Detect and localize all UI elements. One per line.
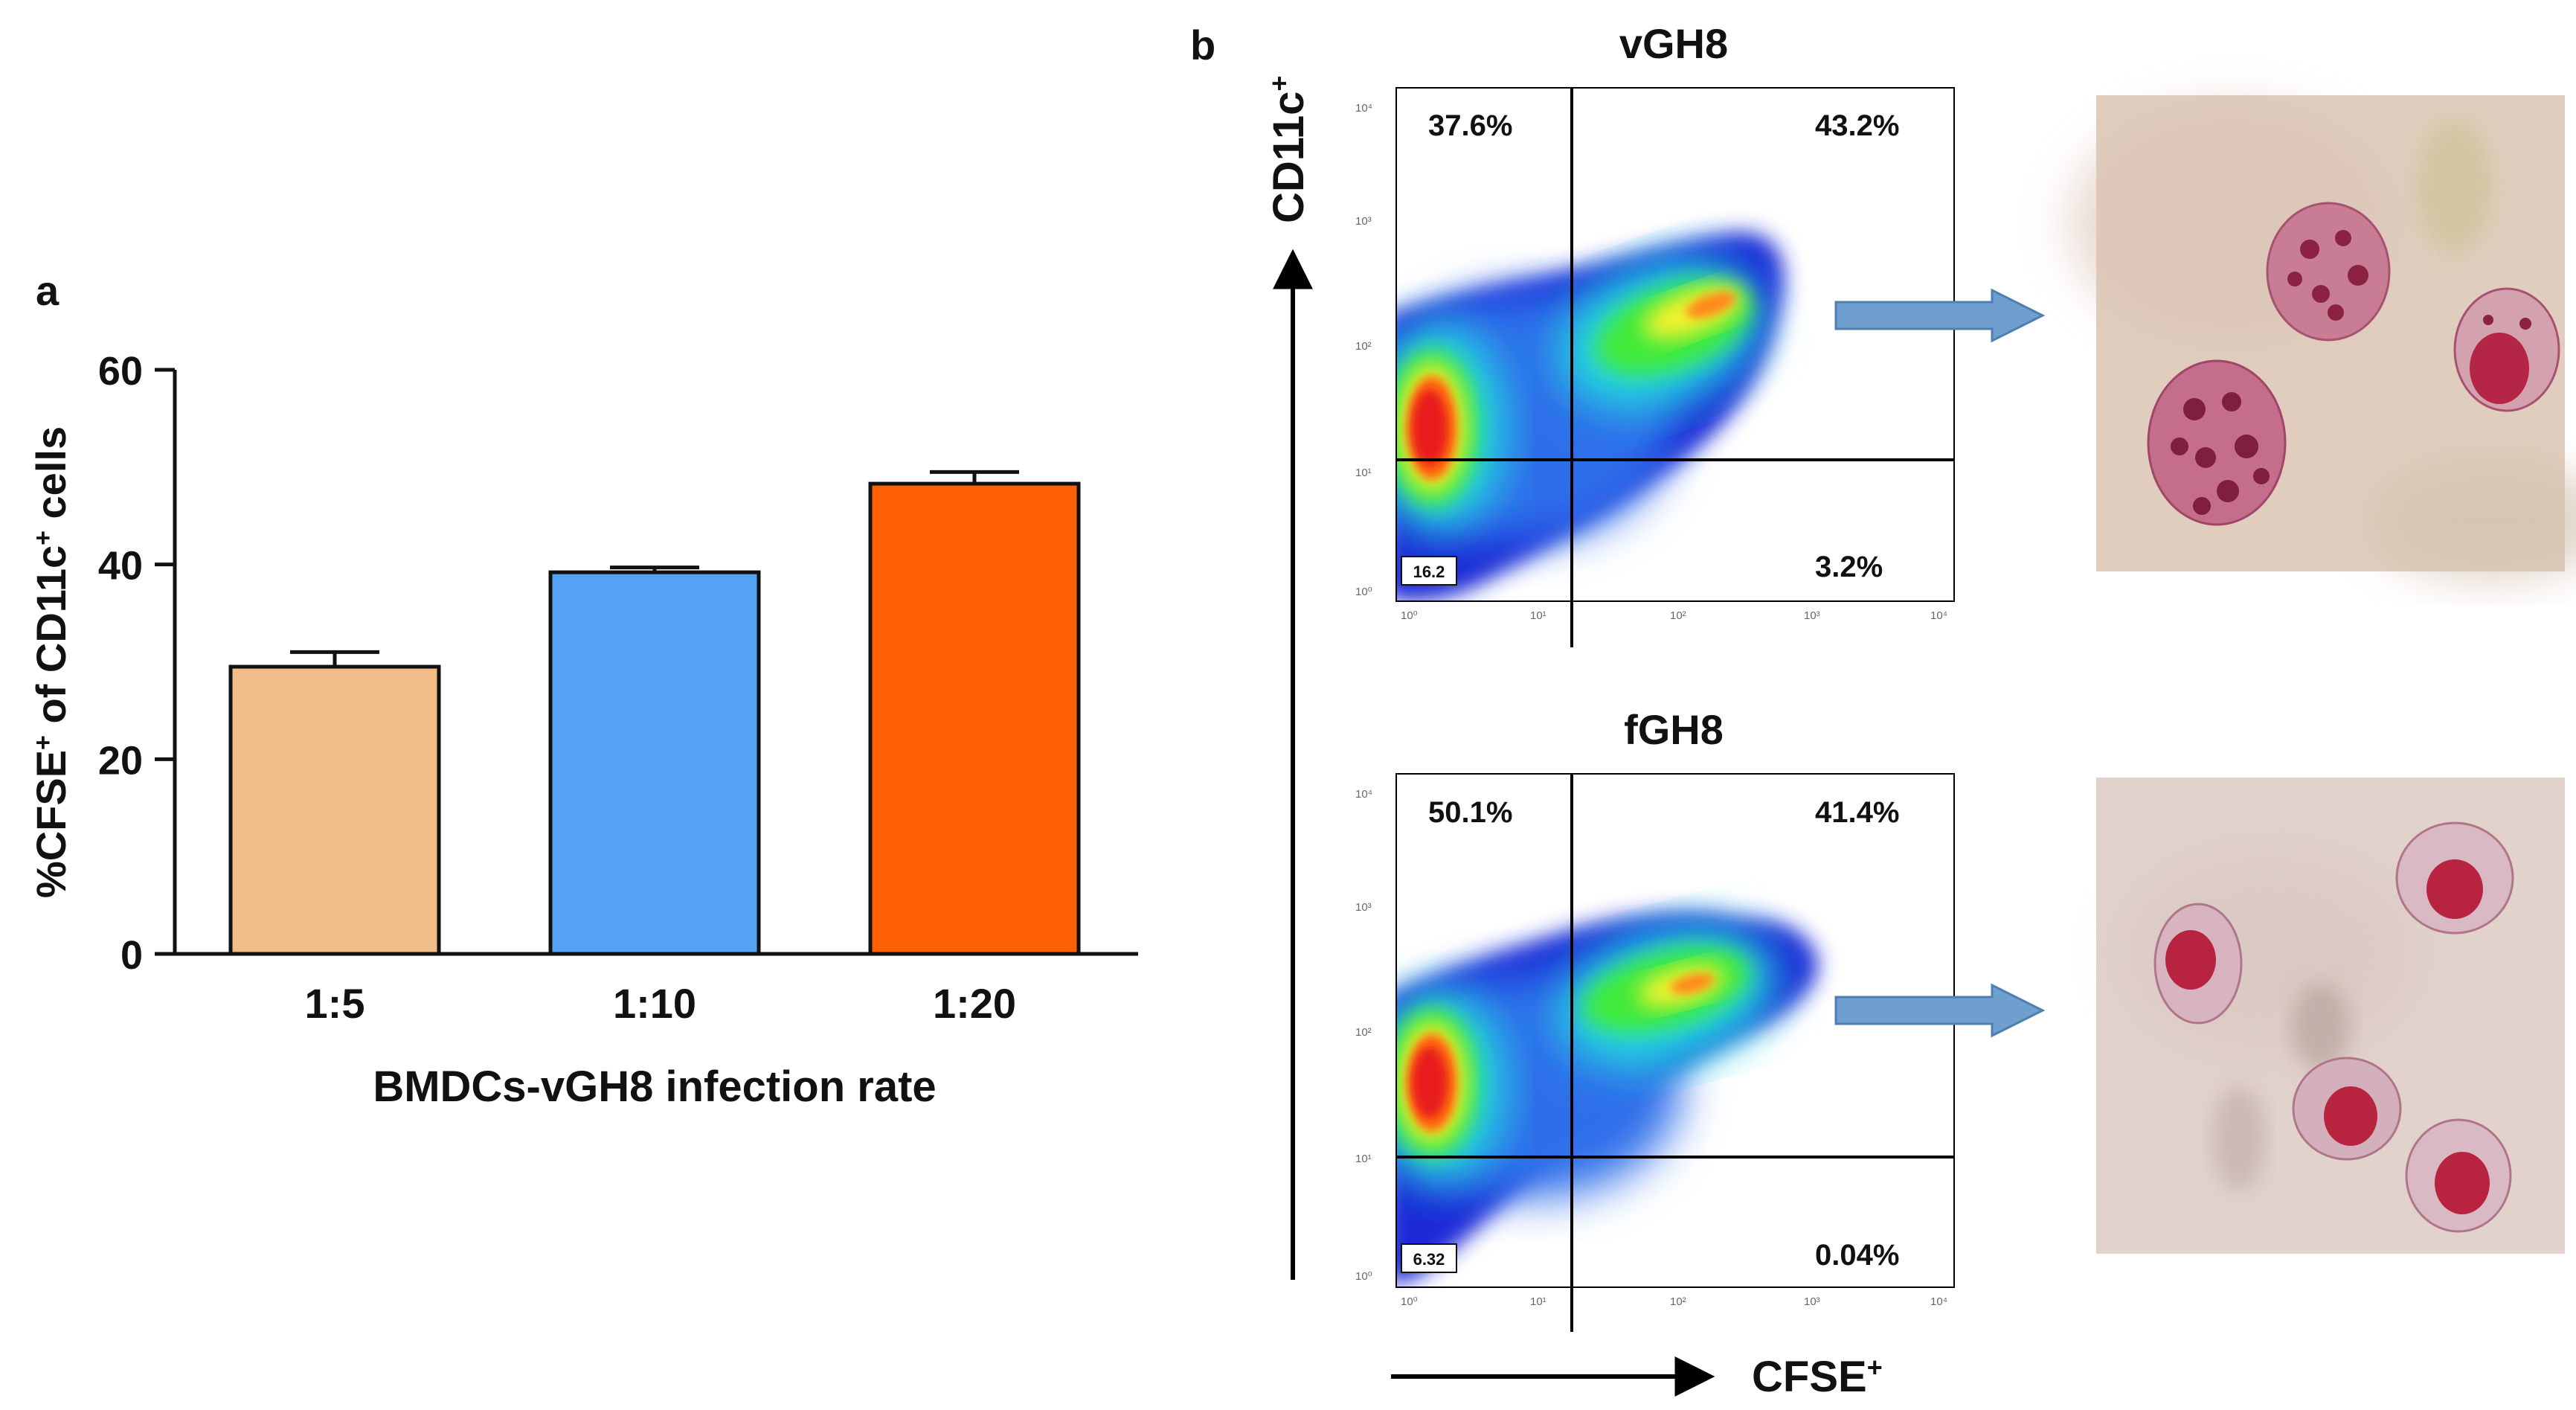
panel-a-label: a [36, 267, 60, 314]
lower-left-box-value: 6.32 [1413, 1250, 1445, 1269]
shared-y-axis-label-sup: + [1264, 76, 1294, 92]
y-tick: 10² [1355, 340, 1372, 353]
y-axis-title-sup-1: + [29, 735, 57, 750]
y-axis-title-part-1: %CFSE [28, 750, 74, 898]
x-tick: 10³ [1804, 609, 1820, 622]
y-tick-label: 20 [98, 738, 143, 783]
plot-title: fGH8 [1624, 706, 1724, 753]
category-label: 1:5 [305, 980, 365, 1027]
y-axis-title: %CFSE+ of CD11c+ cells [28, 426, 74, 898]
x-tick: 10⁴ [1930, 609, 1947, 622]
quadrant-upper-left: 37.6% [1428, 109, 1512, 142]
density-orange-right [1686, 292, 1736, 318]
density-heatmap [1396, 232, 1785, 601]
x-axis-title: BMDCs-vGH8 infection rate [373, 1063, 936, 1111]
shared-x-axis-label-text: CFSE [1752, 1353, 1867, 1401]
stained-cells-micrograph [2096, 778, 2565, 1254]
x-tick: 10² [1670, 1295, 1686, 1308]
x-tick: 10¹ [1530, 609, 1546, 622]
quadrant-upper-right: 41.4% [1815, 796, 1899, 829]
y-axis-title-part-3: cells [28, 426, 74, 531]
density-red-left [1412, 1047, 1448, 1118]
bar-1-5 [228, 664, 441, 956]
y-tick-label: 0 [121, 933, 143, 978]
lower-left-box [1401, 556, 1457, 586]
y-tick: 10² [1355, 1026, 1372, 1039]
stained-cells-micrograph [2068, 95, 2576, 580]
x-tick: 10² [1670, 609, 1686, 622]
density-heatmap [1396, 911, 1818, 1283]
y-tick: 10³ [1355, 215, 1372, 228]
flow-plot-fgh8: fGH8 10⁴ 10³ 10² [1355, 706, 2565, 1332]
density-orange-right [1670, 973, 1715, 994]
shared-x-axis-label: CFSE+ [1752, 1352, 1883, 1402]
quadrant-lower-right: 0.04% [1815, 1239, 1899, 1272]
quadrant-upper-right: 43.2% [1815, 109, 1899, 142]
plot-frame [1395, 773, 1955, 1288]
plot-frame [1395, 87, 1955, 602]
y-tick: 10³ [1355, 901, 1372, 914]
y-axis-title-sup-2: + [29, 531, 57, 545]
y-tick-label: 60 [98, 349, 143, 394]
plot-ticks: 10⁴ 10³ 10² 10¹ 10⁰ 10⁰ 10¹ 10² 10³ 10⁴ [1355, 102, 1947, 622]
flow-plot-vgh8: vGH8 10⁴ 10³ 10² [1355, 20, 2576, 647]
panel-b-label: b [1190, 22, 1215, 68]
shared-y-axis-label: CD11c+ [1264, 76, 1314, 223]
y-tick: 10⁰ [1355, 586, 1372, 598]
y-axis-title-part-2: of CD11c [28, 545, 74, 735]
right-arrow-icon [1834, 983, 2046, 1038]
x-tick: 10¹ [1530, 1295, 1546, 1308]
plot-ticks: 10⁴ 10³ 10² 10¹ 10⁰ 10⁰ 10¹ 10² 10³ 10⁴ [1355, 788, 1947, 1308]
category-label: 1:20 [933, 980, 1016, 1027]
x-tick: 10⁰ [1401, 1295, 1418, 1308]
quadrant-lower-right: 3.2% [1815, 551, 1883, 583]
y-tick: 10¹ [1355, 467, 1372, 479]
bar-1-10 [548, 570, 761, 956]
lower-left-box [1401, 1243, 1457, 1273]
y-tick: 10⁴ [1355, 102, 1372, 115]
right-arrow-icon [1834, 288, 2046, 343]
bar-1-20 [868, 481, 1081, 956]
density-red-left [1412, 389, 1448, 467]
quadrant-upper-left: 50.1% [1428, 796, 1512, 829]
y-tick: 10⁰ [1355, 1270, 1372, 1283]
x-tick: 10⁴ [1930, 1295, 1947, 1308]
shared-x-axis-label-sup: + [1867, 1352, 1883, 1382]
plot-title: vGH8 [1619, 20, 1728, 67]
panel-b: b CD11c+ CFSE+ vGH8 [1190, 20, 2576, 1401]
shared-y-axis-label-text: CD11c [1265, 92, 1313, 223]
x-tick: 10³ [1804, 1295, 1820, 1308]
y-tick: 10⁴ [1355, 788, 1372, 801]
lower-left-box-value: 16.2 [1413, 563, 1445, 581]
y-tick-label: 40 [98, 544, 143, 589]
x-tick: 10⁰ [1401, 609, 1418, 622]
category-label: 1:10 [613, 980, 696, 1027]
y-tick: 10¹ [1355, 1153, 1372, 1165]
